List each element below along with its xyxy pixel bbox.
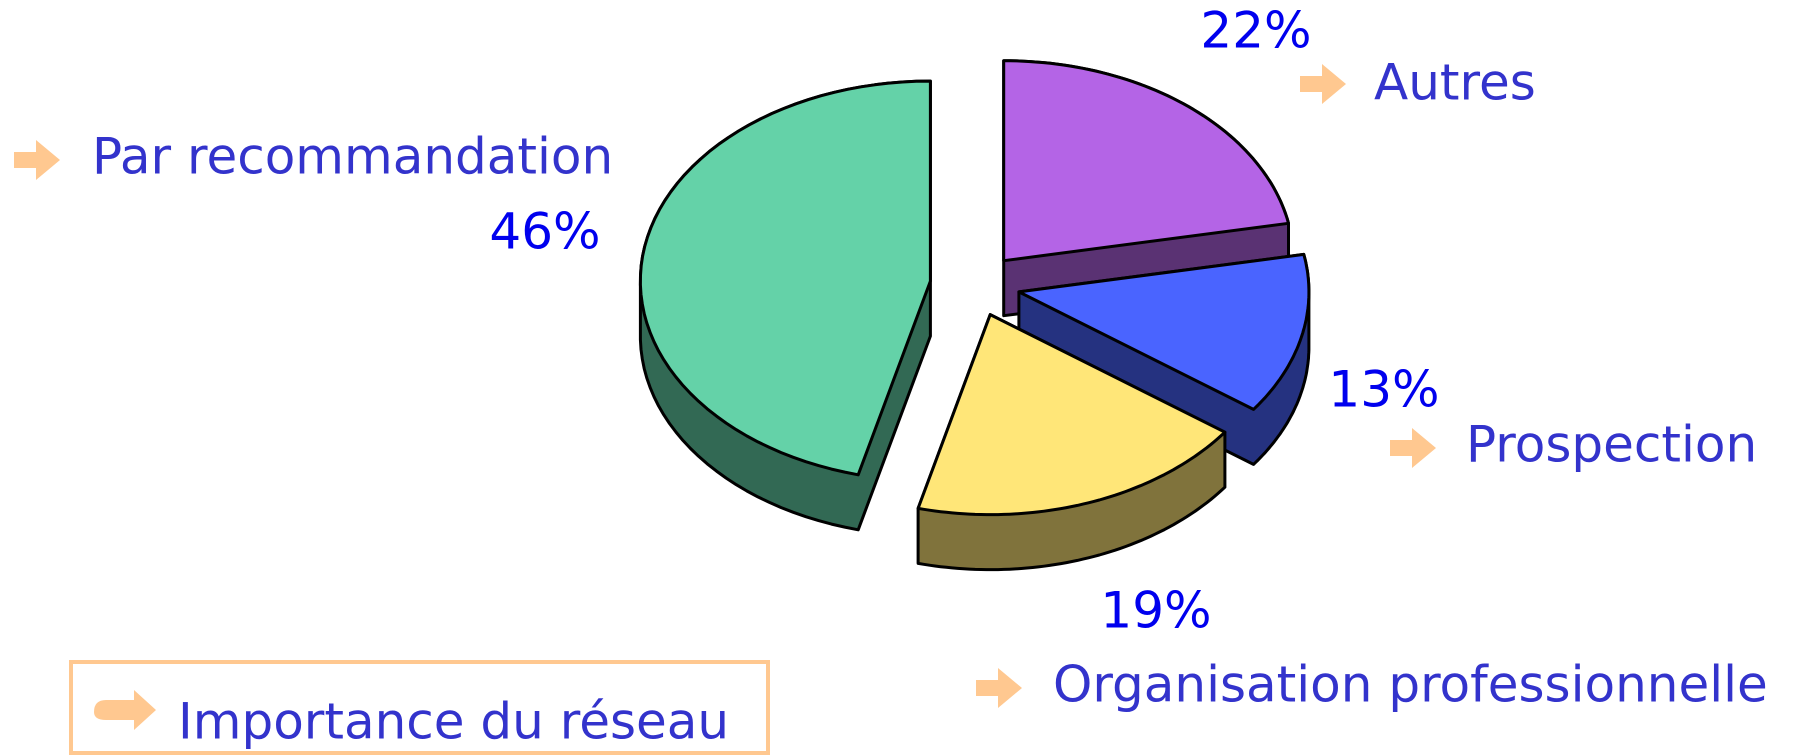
arrow-icon (94, 690, 156, 730)
arrow-icon (1390, 428, 1436, 468)
pie (638, 59, 1311, 572)
slice (1017, 252, 1311, 411)
slice (1002, 59, 1290, 263)
value-label: 46% (489, 203, 600, 261)
value-label: 19% (1100, 582, 1211, 640)
category-label: Prospection (1466, 416, 1757, 474)
arrow-icon (1300, 64, 1346, 104)
value-label: 13% (1328, 361, 1439, 419)
annotation: Importance du réseau (178, 693, 729, 751)
arrow-icon (14, 140, 60, 180)
category-label: Par recommandation (92, 128, 613, 186)
slice (916, 313, 1227, 517)
category-label: Organisation professionnelle (1053, 656, 1768, 714)
value-label: 22% (1200, 2, 1311, 60)
annotation-box (69, 660, 770, 755)
arrow-icon (976, 668, 1022, 708)
category-label: Autres (1374, 54, 1536, 112)
slice (638, 79, 932, 477)
